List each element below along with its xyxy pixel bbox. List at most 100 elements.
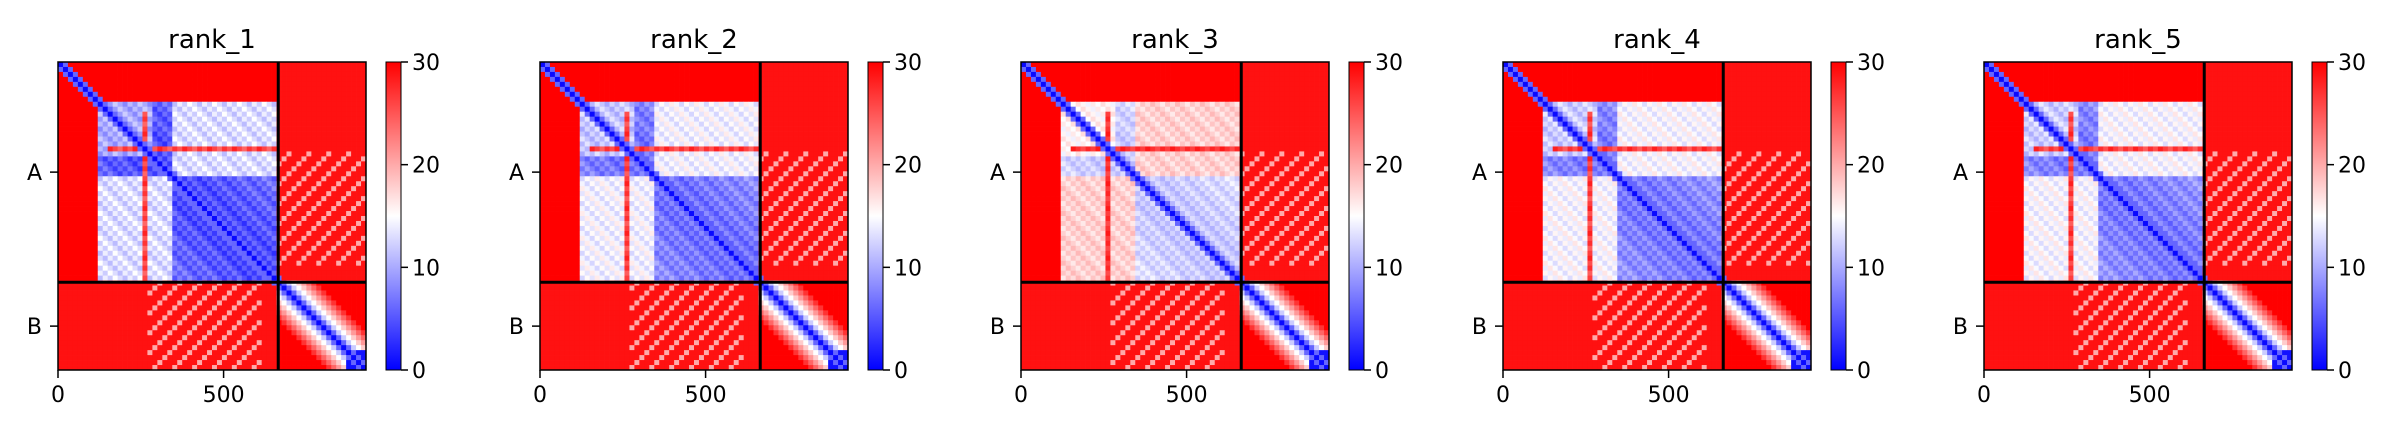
matrix-cell	[768, 121, 774, 127]
matrix-cell	[142, 76, 148, 83]
matrix-cell	[778, 111, 784, 117]
matrix-cell	[341, 62, 347, 68]
matrix-cell	[152, 345, 158, 351]
matrix-cell	[231, 290, 238, 296]
matrix-cell	[177, 235, 183, 242]
matrix-cell	[137, 186, 143, 192]
matrix-cell	[743, 106, 749, 113]
matrix-cell	[261, 136, 267, 142]
matrix-cell	[92, 201, 99, 207]
matrix-cell	[748, 76, 754, 83]
matrix-cell	[346, 191, 352, 197]
matrix-cell	[192, 350, 198, 356]
matrix-cell	[266, 62, 272, 68]
matrix-cell	[336, 126, 342, 132]
matrix-cell	[341, 66, 347, 73]
matrix-cell	[331, 161, 337, 167]
matrix-cell	[316, 111, 322, 117]
matrix-cell	[147, 136, 153, 142]
matrix-cell	[212, 141, 218, 147]
matrix-cell	[336, 96, 342, 103]
matrix-cell	[172, 270, 178, 276]
matrix-cell	[301, 285, 307, 291]
matrix-cell	[122, 62, 128, 68]
matrix-cell	[336, 201, 342, 207]
matrix-cell	[77, 166, 84, 172]
matrix-cell	[102, 211, 109, 217]
matrix-cell	[301, 191, 307, 197]
matrix-cell	[336, 151, 342, 157]
matrix-cell	[619, 66, 625, 73]
matrix-cell	[67, 86, 74, 93]
matrix-cell	[152, 265, 158, 271]
matrix-cell	[117, 325, 123, 331]
matrix-cell	[212, 330, 218, 336]
matrix-cell	[544, 66, 551, 73]
matrix-cell	[689, 131, 695, 137]
matrix-cell	[341, 111, 347, 117]
matrix-cell	[182, 101, 188, 108]
matrix-cell	[619, 131, 625, 137]
matrix-cell	[182, 285, 188, 291]
matrix-cell	[723, 146, 730, 152]
matrix-cell	[216, 245, 223, 252]
matrix-cell	[202, 315, 208, 321]
matrix-cell	[102, 216, 109, 222]
matrix-cell	[281, 116, 287, 122]
matrix-cell	[326, 71, 332, 78]
matrix-cell	[306, 86, 312, 93]
matrix-cell	[231, 216, 238, 222]
matrix-cell	[142, 106, 148, 113]
matrix-cell	[718, 116, 725, 122]
matrix-cell	[197, 121, 203, 127]
matrix-cell	[231, 141, 238, 147]
matrix-cell	[311, 166, 317, 172]
matrix-cell	[226, 116, 233, 122]
matrix-cell	[311, 235, 317, 242]
matrix-cell	[256, 355, 263, 361]
matrix-cell	[361, 240, 367, 247]
matrix-cell	[723, 106, 730, 113]
matrix-cell	[544, 126, 551, 132]
matrix-cell	[286, 131, 292, 137]
matrix-cell	[599, 106, 605, 113]
matrix-cell	[167, 260, 173, 267]
matrix-cell	[698, 111, 705, 117]
matrix-cell	[261, 295, 267, 301]
matrix-cell	[58, 315, 64, 321]
matrix-cell	[559, 81, 566, 88]
matrix-cell	[823, 141, 829, 147]
matrix-cell	[281, 76, 287, 83]
matrix-cell	[72, 66, 79, 73]
matrix-cell	[306, 111, 312, 117]
matrix-cell	[162, 260, 168, 267]
matrix-cell	[87, 230, 94, 237]
matrix-cell	[346, 211, 352, 217]
matrix-cell	[549, 91, 556, 98]
matrix-cell	[241, 62, 248, 68]
matrix-cell	[361, 201, 367, 207]
matrix-cell	[753, 131, 759, 137]
matrix-cell	[207, 285, 213, 291]
matrix-cell	[182, 355, 188, 361]
matrix-cell	[743, 116, 749, 122]
matrix-cell	[281, 131, 287, 137]
matrix-cell	[361, 76, 367, 83]
matrix-cell	[271, 181, 277, 187]
matrix-cell	[202, 235, 208, 242]
matrix-cell	[609, 71, 615, 78]
matrix-cell	[356, 71, 362, 78]
matrix-cell	[564, 116, 571, 122]
matrix-cell	[331, 270, 337, 276]
matrix-cell	[296, 220, 302, 227]
matrix-cell	[798, 136, 804, 142]
matrix-cell	[236, 186, 243, 192]
matrix-cell	[142, 96, 148, 103]
matrix-cell	[107, 201, 113, 207]
matrix-cell	[256, 295, 263, 301]
matrix-cell	[221, 131, 228, 137]
matrix-cell	[77, 171, 84, 177]
matrix-cell	[286, 171, 292, 177]
matrix-cell	[584, 136, 591, 142]
